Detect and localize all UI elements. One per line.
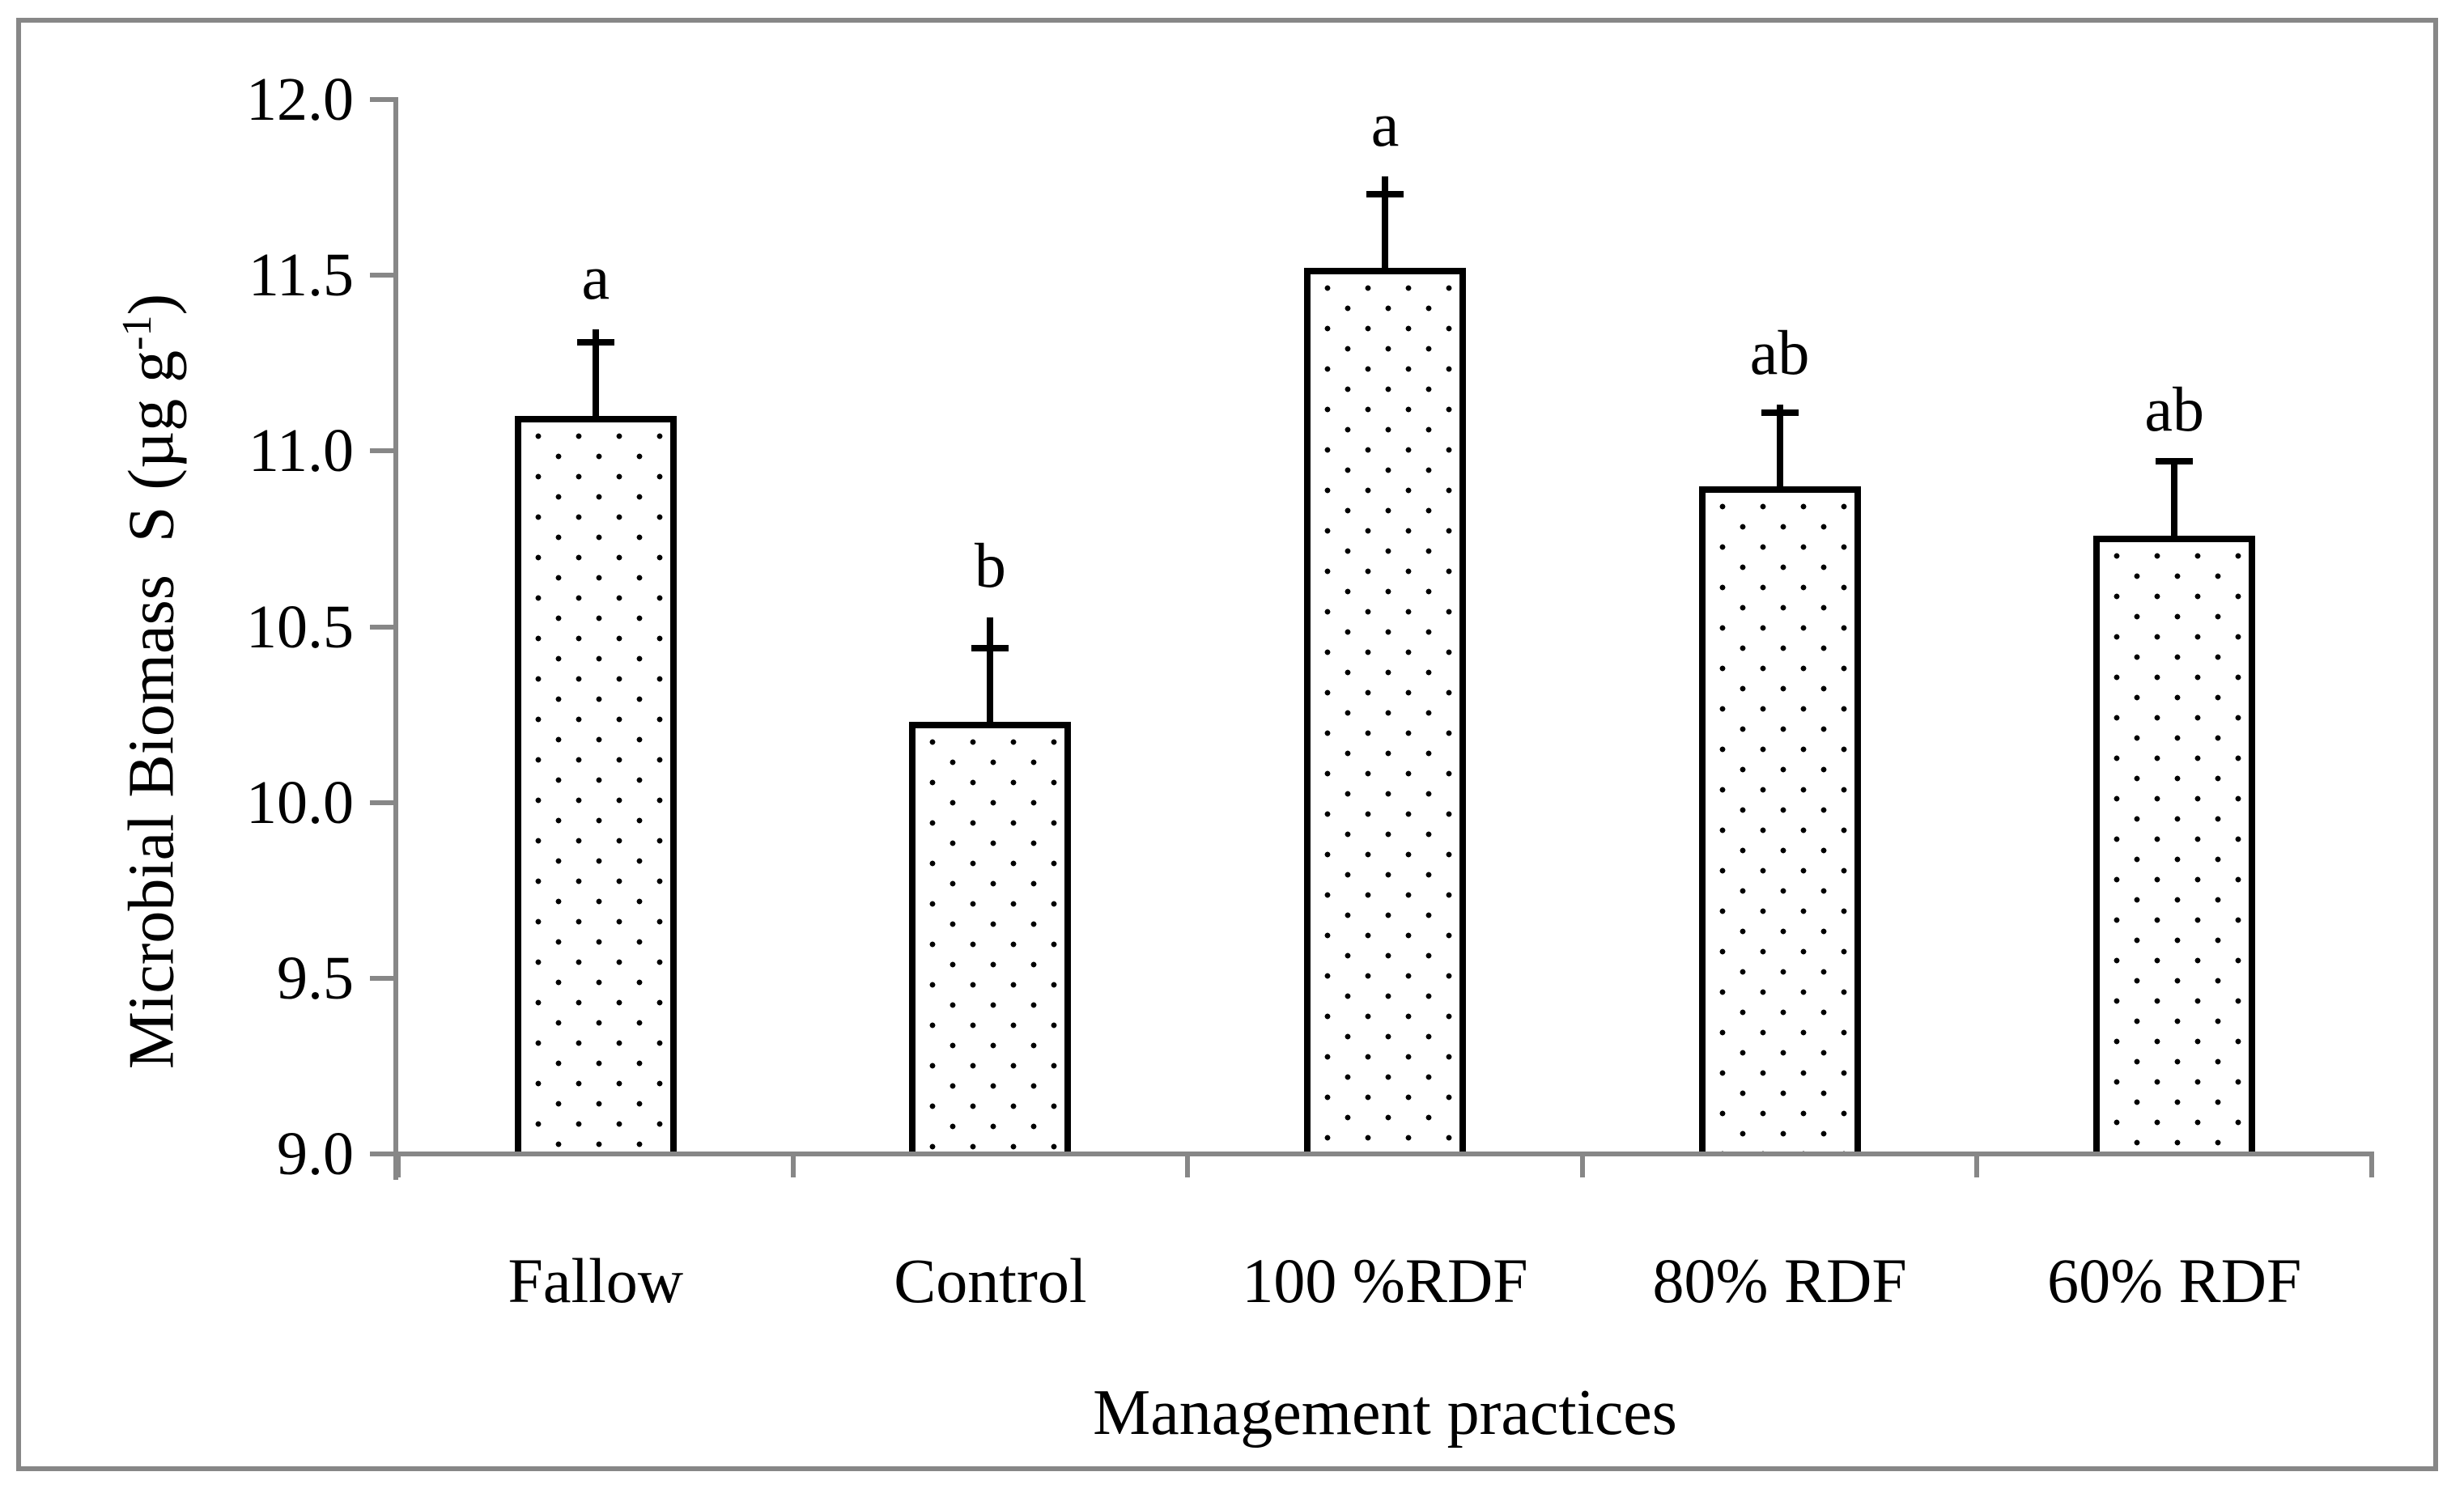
y-tick-label: 11.5 [248,241,354,310]
y-tick-mark [370,1152,398,1156]
bar-fallow [514,415,677,1154]
y-tick-label: 11.0 [248,417,354,486]
y-tick-mark [370,273,398,278]
sig-letter-100-rdf: a [1370,89,1400,160]
y-tick-label: 9.0 [277,1120,354,1188]
y-tick-mark [370,975,398,981]
y-tick-mark [370,448,398,454]
error-whisker-fallow [592,329,599,416]
error-whisker-100-rdf [1382,176,1388,269]
bar-100-rdf [1304,268,1466,1154]
x-tick-mark [396,1152,401,1177]
x-tick-mark [2369,1152,2374,1177]
y-tick-label: 9.5 [277,944,354,1012]
x-tick-mark [790,1152,796,1177]
y-tick-mark [370,800,398,805]
sig-letter-control: b [974,529,1006,600]
x-tick-mark [1185,1152,1191,1177]
y-tick-label: 12.0 [246,66,354,134]
error-cap-80-rdf [1761,409,1799,416]
x-tick-label-control: Control [894,1245,1087,1316]
error-whisker-80-rdf [1776,404,1783,486]
sig-letter-fallow: a [581,241,610,312]
bar-60-rdf [2093,535,2256,1154]
x-tick-label-80-rdf: 80% RDF [1652,1245,1907,1316]
bar-80-rdf [1698,486,1861,1154]
y-axis-title-superscript: -1 [114,315,160,350]
bar-control [909,721,1072,1154]
y-axis-line [393,100,398,1180]
error-cap-fallow [576,338,614,346]
figure-border [16,18,2438,1471]
error-whisker-control [987,617,994,722]
sig-letter-60-rdf: ab [2144,374,2204,445]
x-axis-title: Management practices [1093,1377,1677,1448]
sig-letter-80-rdf: ab [1749,316,1810,388]
error-cap-control [971,644,1009,651]
y-tick-mark [370,97,398,102]
error-cap-100-rdf [1366,191,1404,198]
y-tick-mark [370,624,398,630]
x-tick-label-60-rdf: 60% RDF [2047,1245,2302,1316]
error-whisker-60-rdf [2171,461,2178,536]
x-tick-label-fallow: Fallow [508,1245,684,1316]
x-tick-mark [1974,1152,1980,1177]
x-tick-mark [1579,1152,1585,1177]
y-tick-label: 10.0 [246,768,354,837]
x-tick-label-100-rdf: 100 %RDF [1242,1245,1528,1316]
x-axis-line [393,1152,2372,1156]
y-tick-label: 10.5 [246,592,354,661]
error-cap-60-rdf [2156,458,2194,465]
